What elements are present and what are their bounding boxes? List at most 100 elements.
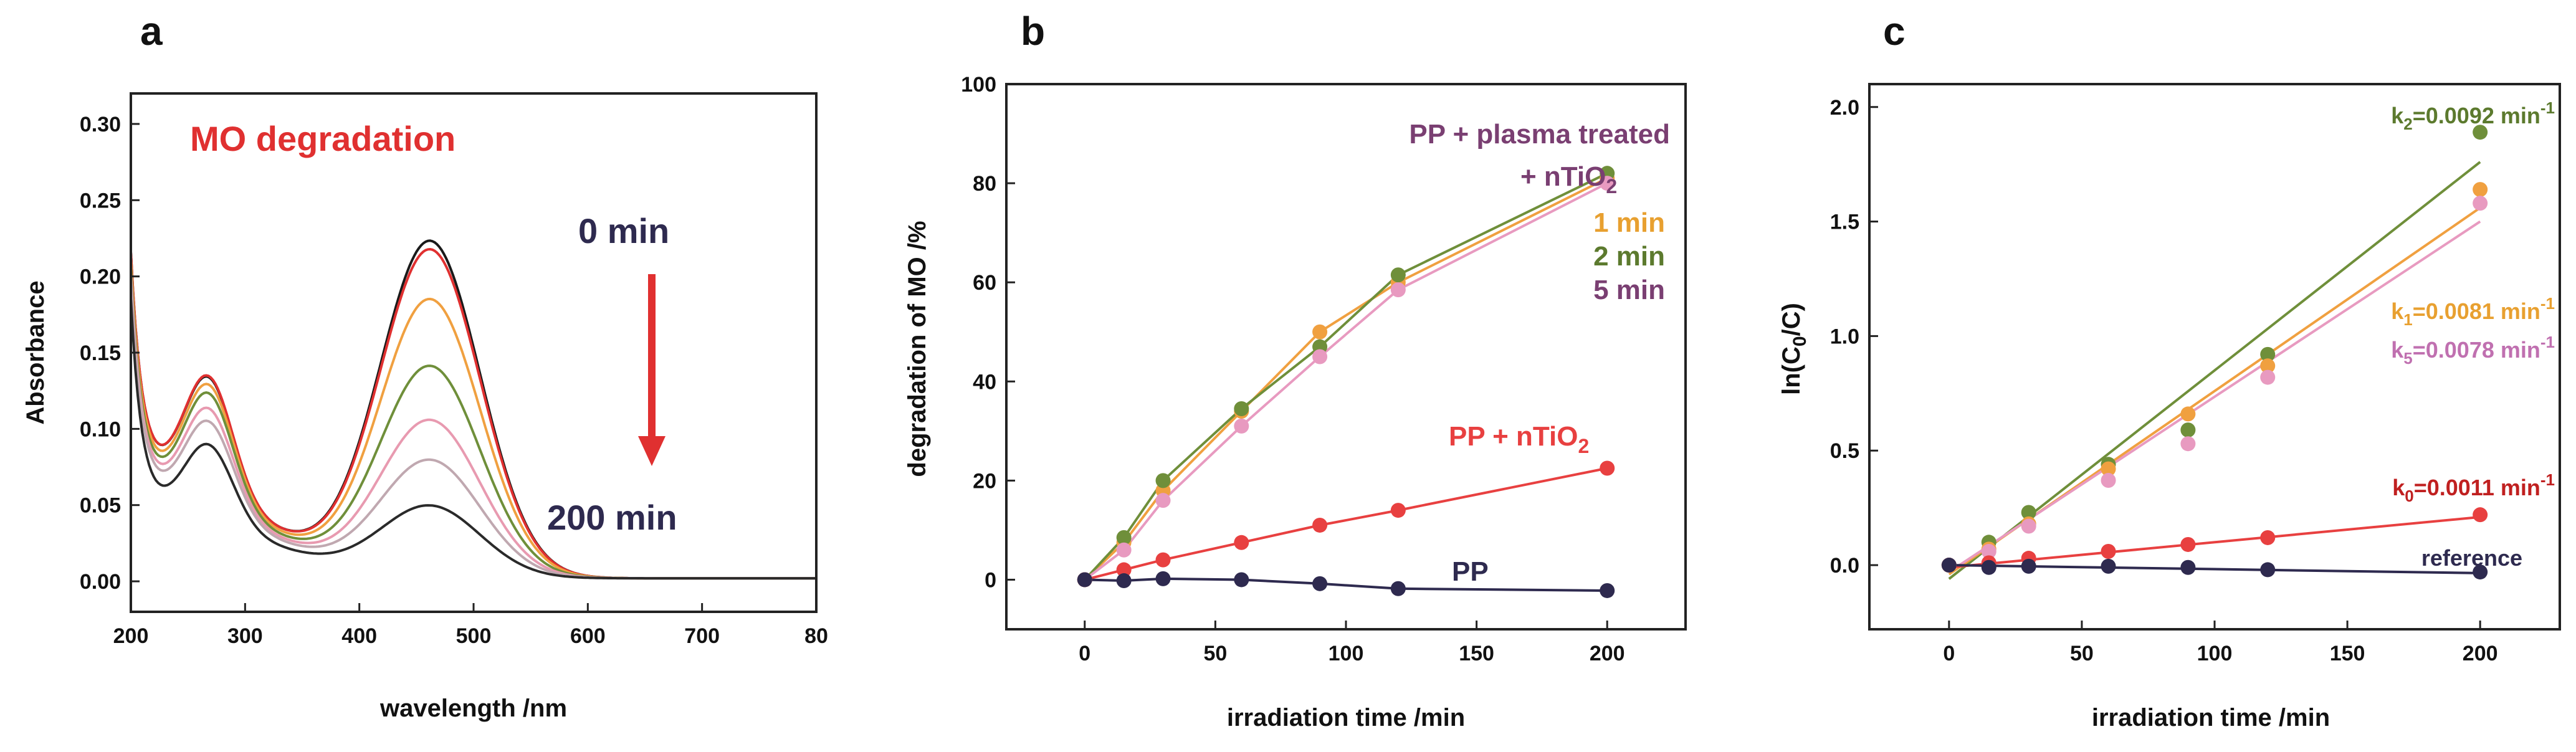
- rate-label-sub: 5: [2403, 349, 2412, 368]
- c-xtick-label: 0: [1943, 642, 1955, 665]
- ylabel-subscript: 0: [1790, 336, 1810, 346]
- b-data-point: [1116, 562, 1132, 578]
- a-xtick-label: 80: [804, 624, 828, 648]
- spectrum-line-4: [130, 274, 816, 580]
- plasma-treated-label-prefix: + nTiO: [1520, 161, 1606, 192]
- rate-label-sub: 1: [2403, 310, 2412, 329]
- c-data-point: [2473, 182, 2488, 198]
- b-data-point: [1600, 176, 1615, 191]
- b-data-point: [1312, 349, 1328, 364]
- panel-letter-c: c: [1883, 9, 1906, 54]
- c-data-point: [2101, 544, 2116, 559]
- a-ytick-label: 0.20: [80, 265, 121, 289]
- panel-c-y-ticks: 0.0 0.5 1.0 1.5 2.0: [1830, 96, 1878, 578]
- rate-label-sup: -1: [2540, 294, 2555, 313]
- panel-a-y-axis-label: Absorbance: [22, 280, 49, 424]
- c-data-point: [2101, 473, 2116, 488]
- b-xtick-label: 50: [1203, 642, 1227, 665]
- a-xtick-label: 500: [456, 624, 492, 648]
- b-data-point: [1155, 473, 1171, 488]
- c-xtick-label: 200: [2463, 642, 2498, 665]
- a-ytick-label: 0.10: [80, 417, 121, 441]
- c-data-point: [1941, 558, 1957, 573]
- b-data-point: [1234, 418, 1249, 434]
- rate-label-k: k: [2392, 475, 2405, 500]
- panel-letter-a: a: [140, 9, 163, 54]
- pp-ntio2-prefix: PP + nTiO: [1449, 421, 1578, 452]
- series-label-2-min: 2 min: [1593, 241, 1665, 272]
- rate-label-k1: k1=0.0081 min-1: [2391, 294, 2555, 329]
- b-data-point: [1390, 267, 1406, 283]
- pp-ntio2-subscript: 2: [1578, 435, 1589, 457]
- rate-label-value: =0.0011 min: [2414, 475, 2540, 500]
- b-ytick-label: 20: [973, 469, 996, 493]
- a-ytick-label: 0.15: [80, 341, 121, 365]
- panel-b-x-axis-label: irradiation time /min: [1227, 704, 1465, 731]
- b-xtick-label: 200: [1590, 642, 1625, 665]
- series-label-pp: PP: [1452, 556, 1489, 587]
- panel-a-x-ticks: 200 300 400 500 600 700 80: [113, 603, 828, 648]
- reference-label: reference: [2421, 545, 2522, 571]
- c-data-point: [2260, 369, 2276, 385]
- b-data-point: [1600, 460, 1615, 476]
- plasma-treated-label-line1: PP + plasma treated: [1409, 119, 1670, 150]
- b-data-point: [1312, 576, 1328, 591]
- b-data-point: [1155, 552, 1171, 568]
- c-fit-line-k0: [1949, 515, 2481, 569]
- c-ytick-label: 0.5: [1830, 439, 1859, 463]
- b-data-point: [1116, 573, 1132, 589]
- panel-a-title: MO degradation: [190, 119, 456, 158]
- spectrum-line-3: [130, 266, 816, 580]
- c-data-point: [2473, 507, 2488, 523]
- c-xtick-label: 100: [2197, 642, 2233, 665]
- spectrum-line-5: [130, 281, 816, 580]
- c-ytick-label: 1.0: [1830, 325, 1859, 348]
- a-xtick-label: 700: [684, 624, 720, 648]
- c-data-point: [2101, 461, 2116, 477]
- c-ytick-label: 0.0: [1830, 554, 1859, 578]
- a-ytick-label: 0.30: [80, 113, 121, 136]
- c-data-point: [2473, 196, 2488, 211]
- b-data-point: [1234, 401, 1249, 417]
- panel-a-y-ticks: 0.00 0.05 0.10 0.15 0.20 0.25 0.30: [80, 113, 140, 594]
- b-data-point: [1077, 572, 1092, 588]
- c-data-point: [2473, 125, 2488, 140]
- rate-label-value: =0.0081 min: [2413, 298, 2540, 324]
- rate-label-sub: 2: [2403, 115, 2412, 133]
- b-data-point: [1155, 571, 1171, 586]
- panel-c-x-ticks: 0 50 100 150 200: [1943, 621, 2498, 665]
- c-data-point: [2260, 562, 2276, 578]
- b-xtick-label: 150: [1459, 642, 1494, 665]
- c-fit-line-reference: [1949, 564, 2481, 574]
- panel-c-x-axis-label: irradiation time /min: [2092, 704, 2330, 731]
- b-ytick-label: 60: [973, 271, 996, 295]
- rate-label-k0: k0=0.0011 min-1: [2392, 470, 2555, 505]
- panel-a-start-label: 0 min: [578, 211, 669, 250]
- plasma-treated-label-subscript: 2: [1606, 175, 1617, 198]
- c-data-point: [1981, 559, 1996, 575]
- b-xtick-label: 0: [1079, 642, 1090, 665]
- b-xtick-label: 100: [1329, 642, 1364, 665]
- b-ytick-label: 0: [985, 568, 996, 592]
- series-label-pp-ntio2: PP + nTiO2: [1449, 421, 1589, 457]
- c-data-point: [2473, 564, 2488, 580]
- b-data-point: [1390, 503, 1406, 518]
- rate-label-value: =0.0092 min: [2413, 103, 2540, 128]
- panel-a-end-label: 200 min: [547, 498, 677, 537]
- c-data-point: [2180, 536, 2196, 552]
- a-xtick-label: 200: [113, 624, 149, 648]
- a-xtick-label: 400: [341, 624, 377, 648]
- a-xtick-label: 600: [570, 624, 606, 648]
- c-data-point: [2260, 358, 2276, 374]
- rate-label-sup: -1: [2540, 333, 2555, 351]
- rate-label-k5: k5=0.0078 min-1: [2391, 333, 2555, 368]
- panel-a-plot-area: [130, 239, 816, 580]
- decrease-arrow-icon: [638, 274, 665, 466]
- c-data-point: [2021, 505, 2036, 520]
- rate-label-sup: -1: [2540, 98, 2555, 117]
- a-ytick-label: 0.25: [80, 189, 121, 212]
- c-data-point: [2180, 559, 2196, 575]
- plasma-treated-label-line2: + nTiO2: [1520, 161, 1617, 198]
- b-ytick-label: 100: [961, 73, 996, 97]
- c-data-point: [2021, 518, 2036, 534]
